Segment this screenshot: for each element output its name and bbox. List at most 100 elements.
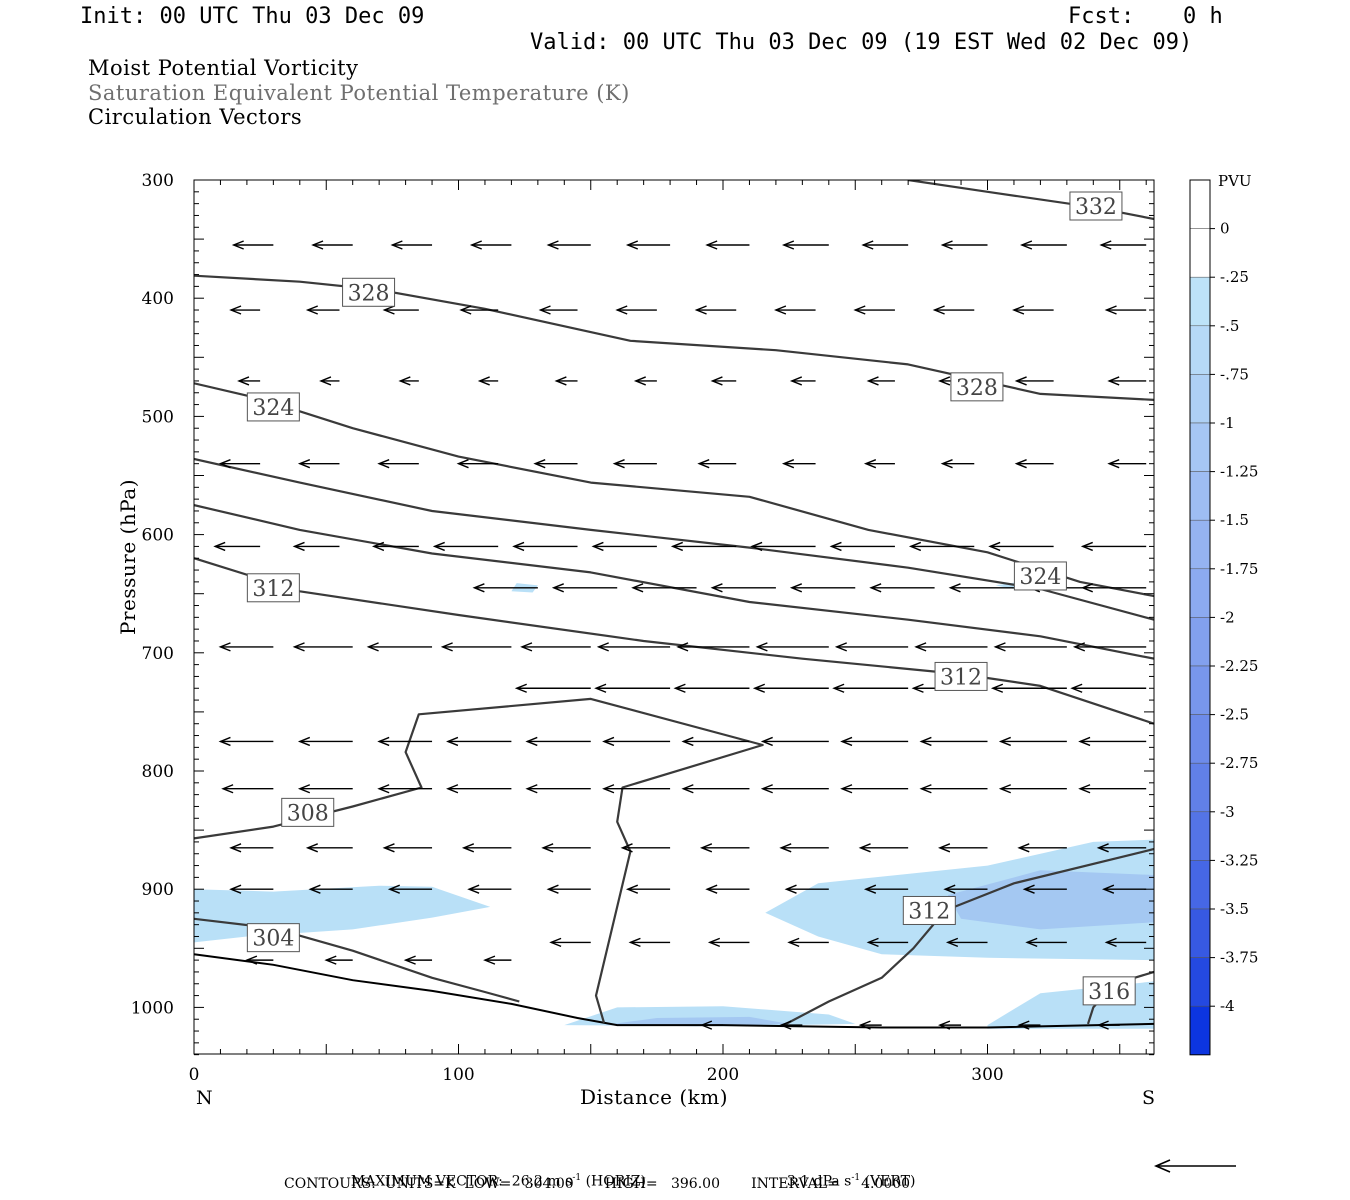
- vector-head: [932, 305, 945, 315]
- vector-head: [752, 683, 765, 693]
- circulation-vector: [602, 736, 671, 747]
- contour-label-328: 328: [950, 372, 1004, 402]
- x-tick-label: 0: [189, 1065, 200, 1085]
- circulation-vector: [861, 240, 909, 250]
- vector-head: [840, 736, 853, 747]
- vector-head: [1107, 459, 1120, 469]
- circulation-vector: [697, 459, 737, 469]
- contour-label-text: 312: [908, 899, 950, 924]
- circulation-vector: [863, 884, 909, 894]
- colorbar-swatch: [1189, 714, 1211, 764]
- theta-es-contour-312: [783, 847, 1154, 1027]
- vector-head: [229, 843, 242, 853]
- circulation-vector: [1107, 459, 1147, 469]
- vector-head: [366, 642, 379, 652]
- circulation-vector: [615, 305, 657, 315]
- y-tick-label: 600: [142, 526, 174, 546]
- circulation-vector: [1022, 884, 1067, 894]
- vector-head: [1014, 459, 1027, 469]
- colorbar-unit: PVU: [1218, 172, 1252, 190]
- colorbar-swatch: [1189, 665, 1211, 715]
- vector-head: [1012, 305, 1025, 315]
- circulation-vector: [710, 376, 737, 386]
- vector-head: [459, 305, 472, 315]
- vector-head: [551, 583, 564, 593]
- colorbar-swatch: [1189, 422, 1211, 472]
- vector-head: [446, 736, 459, 747]
- circulation-vector: [1012, 305, 1054, 315]
- contour-label-text: 312: [940, 665, 982, 690]
- colorbar-level-label: -4: [1220, 997, 1235, 1015]
- circulation-vector: [221, 784, 274, 794]
- circulation-vector: [784, 884, 829, 894]
- circulation-vector: [292, 642, 353, 652]
- y-tick-label: 1000: [131, 998, 174, 1018]
- circulation-vector: [779, 1020, 803, 1030]
- circulation-vector: [477, 376, 499, 386]
- circulation-vector: [834, 642, 909, 652]
- circulation-vector: [948, 583, 1014, 593]
- vector-head: [483, 955, 496, 965]
- colorbar-swatch: [1189, 228, 1211, 278]
- circulation-vector: [591, 541, 657, 552]
- vector-head: [673, 683, 686, 693]
- circulation-vector: [673, 683, 750, 693]
- vector-head: [591, 541, 604, 552]
- vector-head: [1020, 240, 1033, 250]
- vector-head: [755, 642, 768, 652]
- circulation-vector: [390, 240, 433, 250]
- colorbar-swatch: [1189, 325, 1211, 375]
- colorbar-level-label: -1.75: [1220, 560, 1258, 578]
- contour-label-text: 328: [348, 281, 390, 306]
- south-end-label: S: [1142, 1087, 1155, 1109]
- circulation-vector: [533, 459, 578, 469]
- vector-head: [1078, 736, 1091, 747]
- circulation-vector: [1020, 240, 1067, 250]
- vector-head: [628, 937, 641, 948]
- contour-label-box: [281, 797, 335, 827]
- max-vector-text: MAXIMUM VECTOR: 26.2 m s-1 (HORIZ): [342, 1157, 646, 1190]
- vector-head: [938, 376, 951, 386]
- circulation-vector: [707, 937, 750, 948]
- reference-vector-head: [1153, 1159, 1171, 1173]
- colorbar-level-label: -1.5: [1220, 511, 1249, 529]
- vector-head: [512, 541, 525, 552]
- x-tick-label: 300: [971, 1065, 1003, 1085]
- y-tick-label: 700: [142, 644, 174, 664]
- circulation-vector: [631, 583, 697, 593]
- contour-label-328: 328: [342, 277, 396, 307]
- vector-head: [324, 955, 337, 965]
- circulation-vector: [512, 541, 578, 552]
- circulation-vector: [292, 541, 340, 552]
- vector-head: [229, 884, 242, 894]
- colorbar-level-label: -1.25: [1220, 463, 1258, 481]
- circulation-vector: [305, 305, 340, 315]
- vector-head: [781, 240, 795, 250]
- contour-label-box: [342, 277, 396, 307]
- vector-head: [858, 843, 871, 853]
- north-end-label: N: [196, 1087, 213, 1109]
- circulation-vector: [1080, 583, 1147, 593]
- vector-head: [710, 583, 723, 593]
- vector-head: [549, 937, 562, 948]
- vector-head: [237, 376, 250, 386]
- vector-head: [681, 736, 694, 747]
- vector-head: [377, 736, 390, 747]
- vector-head: [541, 843, 554, 853]
- circulation-vector: [483, 955, 512, 965]
- circulation-vector: [699, 843, 750, 853]
- contour-label-304: 304: [246, 923, 300, 953]
- circulation-vector: [472, 583, 538, 593]
- colorbar-level-label: -3.75: [1220, 949, 1258, 967]
- vector-head: [472, 583, 485, 593]
- circulation-vector: [1070, 683, 1147, 693]
- circulation-vector: [1096, 1020, 1120, 1030]
- vector-head: [697, 459, 710, 469]
- contour-label-box: [1082, 976, 1136, 1006]
- vector-head: [305, 305, 318, 315]
- vector-head: [245, 955, 258, 965]
- vector-head: [297, 736, 311, 747]
- vector-head: [1070, 683, 1083, 693]
- contour-label-text: 328: [956, 376, 998, 401]
- circulation-vector: [229, 884, 274, 894]
